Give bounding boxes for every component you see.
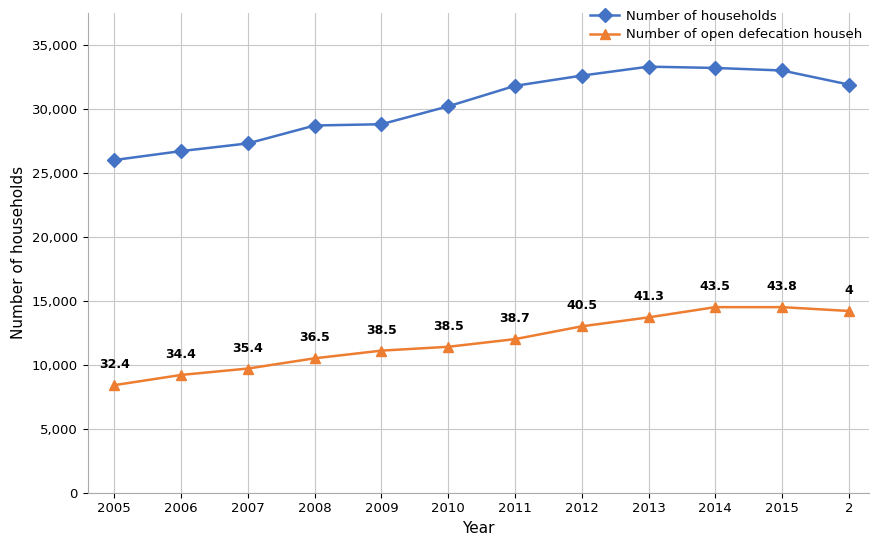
Text: 38.5: 38.5	[433, 320, 464, 333]
X-axis label: Year: Year	[462, 521, 495, 536]
Text: 38.5: 38.5	[366, 324, 397, 337]
Text: 4: 4	[845, 284, 854, 297]
Number of open defecation househ	[243, 365, 253, 372]
Text: 36.5: 36.5	[299, 331, 330, 345]
Number of households	[243, 140, 253, 147]
Number of open defecation househ	[643, 314, 654, 321]
Number of households	[643, 63, 654, 70]
Number of households	[109, 157, 120, 164]
Y-axis label: Number of households: Number of households	[11, 166, 26, 339]
Text: 38.7: 38.7	[500, 312, 531, 325]
Number of households	[576, 72, 587, 79]
Number of households	[443, 103, 453, 109]
Text: 41.3: 41.3	[633, 290, 664, 304]
Number of households	[310, 122, 320, 129]
Number of open defecation househ	[510, 336, 520, 342]
Number of open defecation househ	[443, 344, 453, 350]
Text: 43.5: 43.5	[700, 280, 730, 293]
Number of open defecation househ	[844, 308, 854, 315]
Line: Number of households: Number of households	[109, 62, 854, 165]
Number of households	[510, 83, 520, 89]
Text: 35.4: 35.4	[232, 342, 263, 354]
Number of households	[777, 67, 788, 74]
Line: Number of open defecation househ: Number of open defecation househ	[109, 302, 854, 390]
Text: 40.5: 40.5	[566, 299, 598, 312]
Number of households	[710, 65, 721, 71]
Number of households	[844, 82, 854, 88]
Number of open defecation househ	[576, 323, 587, 330]
Number of open defecation househ	[777, 304, 788, 310]
Number of open defecation househ	[109, 382, 120, 388]
Text: 34.4: 34.4	[165, 348, 196, 361]
Number of households	[376, 121, 386, 127]
Number of open defecation househ	[176, 371, 187, 378]
Number of open defecation househ	[310, 355, 320, 362]
Text: 43.8: 43.8	[766, 280, 797, 293]
Legend: Number of households, Number of open defecation househ: Number of households, Number of open def…	[590, 10, 862, 41]
Number of open defecation househ	[376, 347, 386, 354]
Text: 32.4: 32.4	[99, 358, 129, 371]
Number of open defecation househ	[710, 304, 721, 310]
Number of households	[176, 148, 187, 154]
